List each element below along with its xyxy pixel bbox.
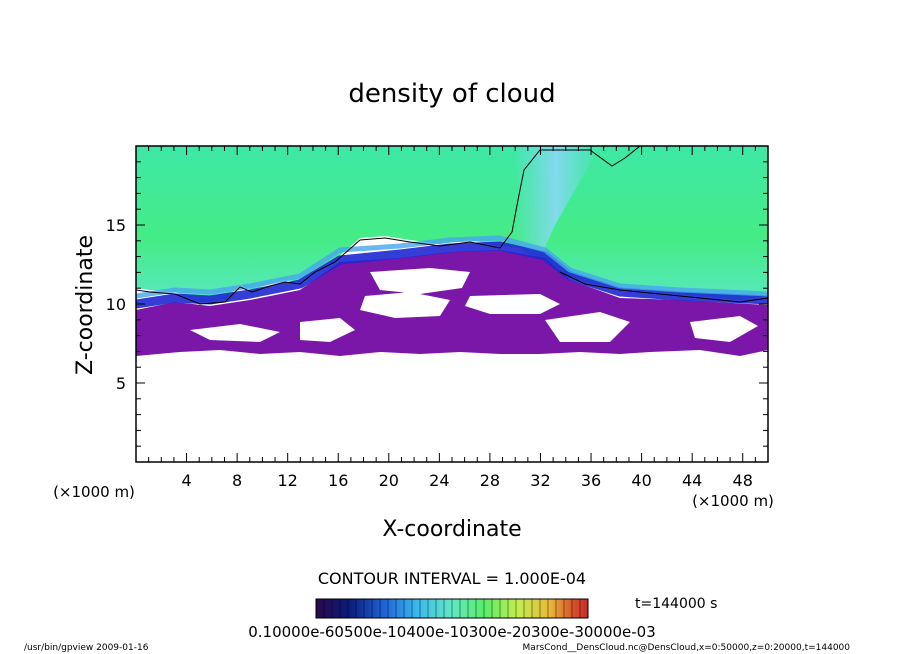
y-tick-label: 15 [106,216,126,235]
x-axis-label: X-coordinate [382,517,521,542]
colorbar-stripes [323,599,581,618]
x-tick-label: 28 [480,471,500,490]
x-tick-label: 32 [530,471,550,490]
x-tick-label: 20 [379,471,399,490]
y-tick-label: 10 [106,295,126,314]
heatmap-field [136,146,768,462]
x-tick-label: 48 [733,471,753,490]
x-tick-label: 24 [429,471,449,490]
x-tick-label: 44 [682,471,702,490]
footer-right: MarsCond__DensCloud.nc@DensCloud,x=0:500… [523,643,851,653]
x-tick-label: 8 [232,471,242,490]
time-label: t=144000 s [635,596,717,612]
colorbar-labels: 0.10000e-60500e-10400e-10300e-20300e-300… [248,623,656,641]
y-axis-label: Z-coordinate [73,235,98,375]
contour-line-lower [559,271,768,303]
x-unit-left: (×1000 m) [53,483,135,501]
x-tick-label: 12 [278,471,298,490]
clear-pockets [190,268,758,342]
cloud-edge-band-light [136,235,768,299]
x-unit-right: (×1000 m) [692,492,774,510]
plume-region [512,146,600,258]
y-axis [136,161,768,447]
x-tick-label: 36 [581,471,601,490]
cloud-edge-band [136,241,768,309]
x-tick-label: 4 [181,471,191,490]
y-tick-label: 5 [116,374,126,393]
x-tick-label: 16 [328,471,348,490]
contour-line [136,146,641,305]
contour-interval: CONTOUR INTERVAL = 1.000E-04 [318,569,586,588]
upper-cloud-region [136,146,768,302]
plot-frame [135,145,769,463]
x-tick-label: 40 [631,471,651,490]
footer-left: /usr/bin/gpview 2009-01-16 [24,643,149,653]
chart-title: density of cloud [348,79,555,109]
x-axis [148,146,756,462]
